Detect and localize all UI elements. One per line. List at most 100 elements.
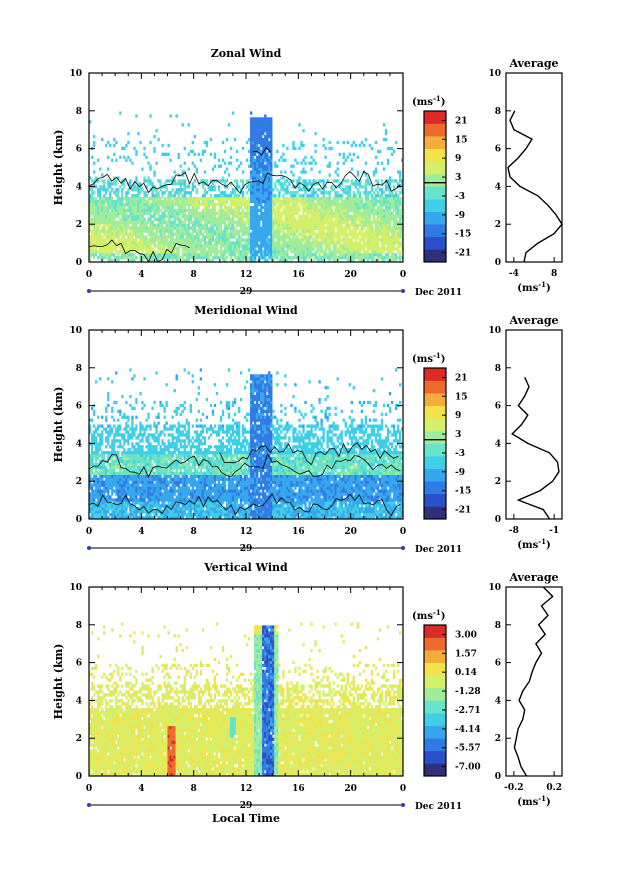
heatmap-cell [211,217,215,221]
heatmap-cell [113,436,116,440]
heatmap-cell [209,194,213,198]
heatmap-cell [131,211,134,216]
heatmap-cell [254,132,257,136]
heatmap-cell [159,188,162,192]
heatmap-cell [171,188,174,192]
heatmap-cell [111,492,114,496]
heatmap-cell [97,498,100,502]
heatmap-cell [274,182,277,186]
heatmap-cell [131,220,134,224]
heatmap-cell [254,129,257,133]
heatmap-cell [133,483,136,487]
heatmap-cell [209,232,213,236]
heatmap-cell [350,182,353,186]
heatmap-cell [270,164,273,168]
heatmap-cell [121,394,124,399]
heatmap-cell [117,211,120,216]
heatmap-cell [384,185,388,189]
heatmap-cell [89,217,92,221]
heatmap-cell [91,211,94,216]
heatmap-cell [213,188,217,192]
heatmap-cell [175,253,178,257]
heatmap-cell [113,217,116,221]
heatmap-cell [117,176,120,180]
heatmap-cell [181,179,184,183]
heatmap-cell [199,214,203,218]
heatmap-cell [189,214,192,218]
heatmap-cell [270,256,273,260]
heatmap-cell [356,155,360,159]
heatmap-cell [207,220,211,224]
heatmap-cell [185,191,188,195]
heatmap-cell [99,424,102,428]
heatmap-cell [270,137,273,142]
heatmap-cell [338,211,341,216]
heatmap-cell [282,211,285,216]
heatmap-cell [248,137,251,142]
heatmap-cell [99,244,102,248]
heatmap-cell [362,220,366,224]
heatmap-cell [237,202,241,207]
heatmap-cell [149,214,152,218]
heatmap-cell [288,241,291,245]
heatmap-cell [262,143,265,148]
heatmap-cell [376,223,380,227]
heatmap-cell [370,256,374,260]
colorbar-unit-sup: -1 [433,94,441,103]
heatmap-cell [268,140,271,145]
heatmap-cell [302,232,305,236]
heatmap-cell [350,197,353,201]
heatmap-cell [235,214,239,218]
heatmap-cell [95,217,98,221]
heatmap-cell [330,199,333,204]
heatmap-cell [145,191,148,195]
heatmap-cell [384,253,388,257]
heatmap-cell [227,226,231,230]
heatmap-cell [235,205,239,210]
heatmap-cell [105,480,108,484]
heatmap-cell [125,510,128,514]
heatmap-cell [113,244,116,248]
heatmap-cell [91,495,94,499]
heatmap-cell [177,208,180,213]
heatmap-cell [135,516,138,520]
heatmap-cell [352,226,355,230]
heatmap-cell [209,179,213,183]
heatmap-cell [376,199,380,204]
heatmap-cell [121,208,124,213]
heatmap-cell [123,229,126,233]
heatmap-cell [133,211,136,216]
heatmap-cell [370,208,374,213]
heatmap-cell [111,223,114,227]
heatmap-cell [107,197,110,201]
heatmap-cell [398,211,402,216]
heatmap-cell [111,462,114,467]
heatmap-cell [322,194,325,198]
heatmap-cell [290,197,293,201]
heatmap-cell [149,253,152,257]
heatmap-cell [304,250,307,254]
heatmap-cell [322,250,325,254]
heatmap-cell [97,250,100,254]
heatmap-cell [308,217,311,221]
heatmap-cell [252,182,255,186]
heatmap-cell [105,418,108,422]
heatmap-cell [328,232,331,236]
heatmap-cell [107,498,110,502]
heatmap-cell [229,223,233,227]
heatmap-cell [103,197,106,201]
heatmap-cell [338,229,341,233]
heatmap-cell [310,223,313,227]
heatmap-cell [268,244,271,248]
heatmap-cell [115,462,118,467]
heatmap-cell [390,235,394,239]
heatmap-cell [173,197,176,201]
heatmap-cell [266,152,269,156]
heatmap-cell [99,250,102,254]
heatmap-cell [237,220,241,224]
heatmap-cell [191,214,194,218]
heatmap-cell [199,226,203,230]
heatmap-cell [264,214,267,218]
heatmap-cell [183,146,186,151]
heatmap-cell [173,238,176,242]
